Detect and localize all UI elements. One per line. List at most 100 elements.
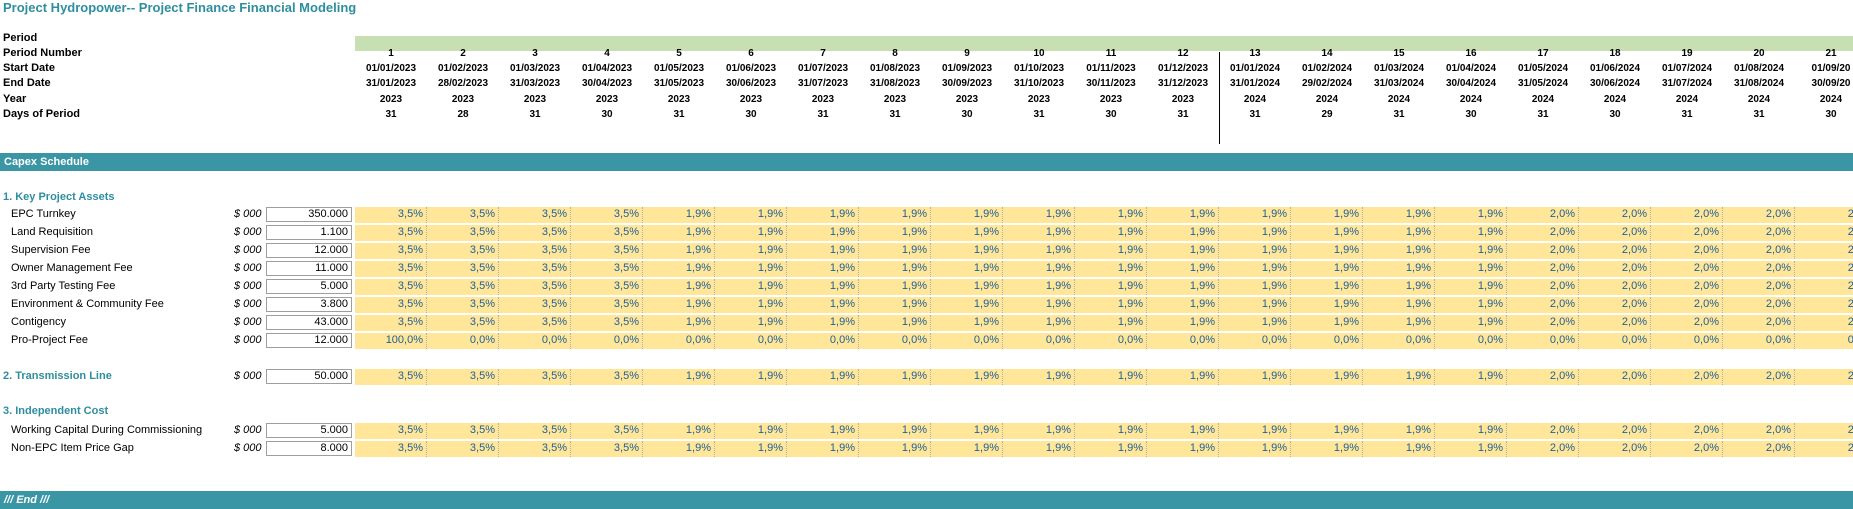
allocation-pct-cell[interactable]: 0,0% (1435, 333, 1507, 349)
allocation-pct-cell[interactable]: 1,9% (1147, 279, 1219, 295)
allocation-pct-cell[interactable]: 1,9% (1291, 369, 1363, 385)
allocation-pct-cell[interactable]: 0,0% (1147, 333, 1219, 349)
allocation-pct-cell[interactable]: 2,0% (1507, 279, 1579, 295)
allocation-pct-cell[interactable]: 1,9% (715, 279, 787, 295)
allocation-pct-cell[interactable]: 2,0 (1795, 423, 1853, 439)
allocation-pct-cell[interactable]: 1,9% (931, 243, 1003, 259)
allocation-pct-cell[interactable]: 0,0% (1507, 333, 1579, 349)
allocation-pct-cell[interactable]: 100,0% (355, 333, 427, 349)
allocation-pct-cell[interactable]: 2,0 (1795, 225, 1853, 241)
allocation-pct-cell[interactable]: 1,9% (931, 279, 1003, 295)
allocation-pct-cell[interactable]: 0,0% (1363, 333, 1435, 349)
allocation-pct-cell[interactable]: 2,0% (1579, 297, 1651, 313)
allocation-pct-cell[interactable]: 0,0% (1723, 333, 1795, 349)
allocation-pct-cell[interactable]: 1,9% (1075, 225, 1147, 241)
allocation-pct-cell[interactable]: 1,9% (787, 261, 859, 277)
allocation-pct-cell[interactable]: 1,9% (1003, 279, 1075, 295)
allocation-pct-cell[interactable]: 1,9% (1363, 315, 1435, 331)
allocation-pct-cell[interactable]: 1,9% (859, 243, 931, 259)
allocation-pct-cell[interactable]: 1,9% (1219, 207, 1291, 223)
allocation-pct-cell[interactable]: 2,0% (1651, 315, 1723, 331)
allocation-pct-cell[interactable]: 2,0% (1651, 261, 1723, 277)
allocation-pct-cell[interactable]: 1,9% (643, 225, 715, 241)
allocation-pct-cell[interactable]: 2,0 (1795, 261, 1853, 277)
allocation-pct-cell[interactable]: 1,9% (715, 261, 787, 277)
allocation-pct-cell[interactable]: 2,0 (1795, 243, 1853, 259)
allocation-pct-cell[interactable]: 3,5% (427, 243, 499, 259)
allocation-pct-cell[interactable]: 1,9% (1219, 315, 1291, 331)
allocation-pct-cell[interactable]: 1,9% (1003, 441, 1075, 457)
allocation-pct-cell[interactable]: 0,0% (1219, 333, 1291, 349)
allocation-pct-cell[interactable]: 2,0% (1651, 225, 1723, 241)
allocation-pct-cell[interactable]: 0,0% (931, 333, 1003, 349)
allocation-pct-cell[interactable]: 3,5% (355, 369, 427, 385)
allocation-pct-cell[interactable]: 1,9% (1219, 297, 1291, 313)
allocation-pct-cell[interactable]: 1,9% (787, 315, 859, 331)
allocation-pct-cell[interactable]: 1,9% (859, 369, 931, 385)
allocation-pct-cell[interactable]: 3,5% (571, 423, 643, 439)
allocation-pct-cell[interactable]: 3,5% (499, 207, 571, 223)
allocation-pct-cell[interactable]: 1,9% (1363, 207, 1435, 223)
allocation-pct-cell[interactable]: 3,5% (355, 423, 427, 439)
allocation-pct-cell[interactable]: 2,0% (1723, 243, 1795, 259)
allocation-pct-cell[interactable]: 0,0% (427, 333, 499, 349)
allocation-pct-cell[interactable]: 1,9% (1147, 225, 1219, 241)
allocation-pct-cell[interactable]: 0,0% (715, 333, 787, 349)
allocation-pct-cell[interactable]: 2,0% (1651, 369, 1723, 385)
allocation-pct-cell[interactable]: 3,5% (499, 225, 571, 241)
allocation-pct-cell[interactable]: 3,5% (355, 315, 427, 331)
allocation-pct-cell[interactable]: 2,0% (1579, 315, 1651, 331)
allocation-pct-cell[interactable]: 2,0% (1579, 369, 1651, 385)
allocation-pct-cell[interactable]: 1,9% (715, 441, 787, 457)
allocation-pct-cell[interactable]: 2,0% (1723, 369, 1795, 385)
allocation-pct-cell[interactable]: 1,9% (1003, 297, 1075, 313)
cost-input-cell[interactable]: 50.000 (266, 369, 352, 384)
allocation-pct-cell[interactable]: 1,9% (1291, 441, 1363, 457)
allocation-pct-cell[interactable]: 1,9% (643, 315, 715, 331)
allocation-pct-cell[interactable]: 1,9% (787, 369, 859, 385)
allocation-pct-cell[interactable]: 2,0% (1507, 297, 1579, 313)
cost-input-cell[interactable]: 12.000 (266, 333, 352, 348)
allocation-pct-cell[interactable]: 2,0% (1651, 279, 1723, 295)
allocation-pct-cell[interactable]: 1,9% (1363, 369, 1435, 385)
cost-input-cell[interactable]: 12.000 (266, 243, 352, 258)
allocation-pct-cell[interactable]: 2,0% (1651, 297, 1723, 313)
allocation-pct-cell[interactable]: 3,5% (427, 225, 499, 241)
allocation-pct-cell[interactable]: 1,9% (859, 315, 931, 331)
allocation-pct-cell[interactable]: 1,9% (859, 207, 931, 223)
allocation-pct-cell[interactable]: 3,5% (355, 261, 427, 277)
allocation-pct-cell[interactable]: 1,9% (1435, 297, 1507, 313)
allocation-pct-cell[interactable]: 2,0% (1579, 441, 1651, 457)
allocation-pct-cell[interactable]: 1,9% (1291, 315, 1363, 331)
allocation-pct-cell[interactable]: 2,0% (1507, 315, 1579, 331)
allocation-pct-cell[interactable]: 1,9% (1147, 441, 1219, 457)
allocation-pct-cell[interactable]: 1,9% (1003, 243, 1075, 259)
allocation-pct-cell[interactable]: 1,9% (1435, 423, 1507, 439)
allocation-pct-cell[interactable]: 1,9% (1219, 261, 1291, 277)
allocation-pct-cell[interactable]: 3,5% (499, 279, 571, 295)
allocation-pct-cell[interactable]: 2,0% (1723, 207, 1795, 223)
cost-input-cell[interactable]: 1.100 (266, 225, 352, 240)
cost-input-cell[interactable]: 11.000 (266, 261, 352, 276)
allocation-pct-cell[interactable]: 3,5% (355, 207, 427, 223)
cost-input-cell[interactable]: 5.000 (266, 423, 352, 438)
allocation-pct-cell[interactable]: 1,9% (931, 423, 1003, 439)
allocation-pct-cell[interactable]: 1,9% (643, 297, 715, 313)
allocation-pct-cell[interactable]: 1,9% (643, 243, 715, 259)
allocation-pct-cell[interactable]: 3,5% (499, 369, 571, 385)
allocation-pct-cell[interactable]: 3,5% (571, 315, 643, 331)
allocation-pct-cell[interactable]: 2,0% (1507, 243, 1579, 259)
allocation-pct-cell[interactable]: 2,0% (1579, 279, 1651, 295)
allocation-pct-cell[interactable]: 3,5% (427, 297, 499, 313)
allocation-pct-cell[interactable]: 3,5% (427, 261, 499, 277)
allocation-pct-cell[interactable]: 2,0% (1507, 225, 1579, 241)
allocation-pct-cell[interactable]: 0,0% (787, 333, 859, 349)
allocation-pct-cell[interactable]: 2,0% (1723, 441, 1795, 457)
cost-input-cell[interactable]: 350.000 (266, 207, 352, 222)
allocation-pct-cell[interactable]: 1,9% (787, 225, 859, 241)
cost-input-cell[interactable]: 3.800 (266, 297, 352, 312)
allocation-pct-cell[interactable]: 1,9% (643, 369, 715, 385)
allocation-pct-cell[interactable]: 3,5% (499, 315, 571, 331)
cost-input-cell[interactable]: 43.000 (266, 315, 352, 330)
allocation-pct-cell[interactable]: 1,9% (1003, 261, 1075, 277)
